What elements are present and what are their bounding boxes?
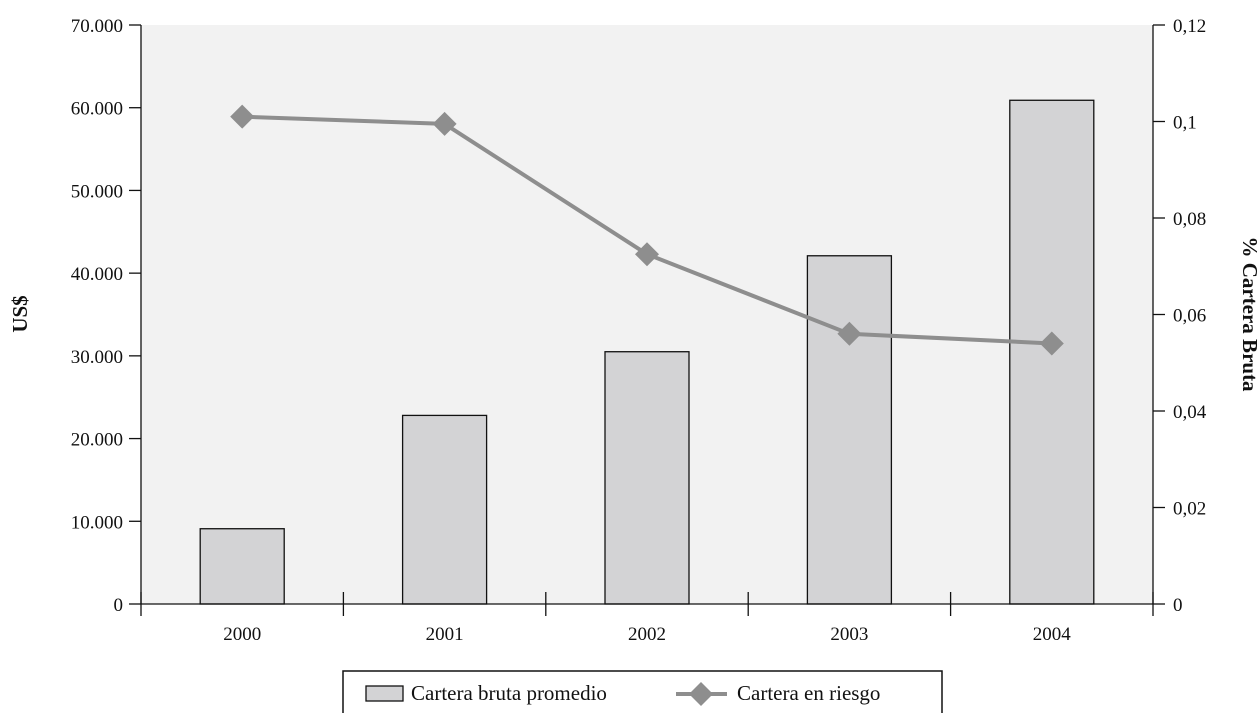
x-tick-label: 2001 — [426, 624, 464, 645]
legend: Cartera bruta promedio Cartera en riesgo — [342, 670, 943, 713]
right-axis-title: % Cartera Bruta — [1238, 236, 1259, 392]
marker-2002 — [635, 242, 659, 267]
right-tick-label: 0 — [1173, 595, 1183, 616]
bar-2003 — [806, 255, 893, 605]
bar-2000 — [199, 528, 285, 605]
x-tick-label: 2003 — [830, 624, 868, 645]
legend-line-label: Cartera en riesgo — [737, 681, 880, 705]
bar-2001 — [401, 414, 488, 605]
left-tick-label: 10.000 — [71, 512, 123, 533]
right-tick-label: 0,02 — [1173, 499, 1206, 520]
left-tick-label: 40.000 — [71, 264, 123, 285]
left-tick-label: 60.000 — [71, 99, 123, 120]
left-tick-label: 0 — [114, 595, 124, 616]
legend-diamond-marker — [689, 682, 713, 706]
marker-2004 — [1039, 331, 1064, 356]
bar-2002 — [604, 351, 690, 605]
x-tick-label: 2000 — [223, 624, 261, 645]
left-tick-label: 30.000 — [71, 347, 123, 368]
right-tick-label: 0,1 — [1173, 113, 1197, 134]
right-tick-label: 0,06 — [1173, 306, 1206, 327]
x-tick-label: 2002 — [628, 624, 666, 645]
right-tick-label: 0,04 — [1173, 402, 1207, 423]
marker-2000 — [230, 104, 255, 129]
legend-box — [342, 670, 943, 713]
left-axis-title: US$ — [8, 295, 32, 332]
right-tick-label: 0,12 — [1173, 16, 1206, 37]
marker-2001 — [432, 111, 457, 136]
left-tick-label: 70.000 — [71, 16, 123, 37]
axes-layer: 0 10.000 20.000 30.000 40.000 50.000 60.000 70.… — [71, 16, 1207, 645]
left-tick-label: 20.000 — [71, 430, 123, 451]
legend-bar-label: Cartera bruta promedio — [411, 681, 607, 705]
line-layer — [230, 104, 1064, 356]
right-tick-label: 0,08 — [1173, 209, 1206, 230]
legend-bar-swatch — [365, 685, 404, 702]
marker-2003 — [837, 321, 862, 346]
x-tick-label: 2004 — [1033, 624, 1072, 645]
left-tick-label: 50.000 — [71, 181, 123, 202]
